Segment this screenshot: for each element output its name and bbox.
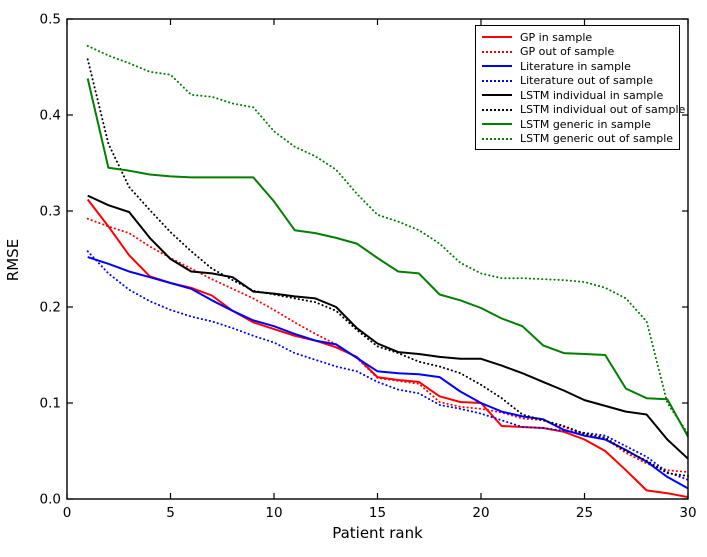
legend-item-literature-out-of-sample: Literature out of sample [482, 74, 673, 88]
y-tick-label: 0.0 [40, 492, 61, 508]
series-line-lstm-generic-in-sample [86, 78, 689, 438]
x-tick-label: 15 [369, 505, 386, 521]
x-tick-label: 0 [63, 505, 72, 521]
legend-item-gp-in-sample: GP in sample [482, 30, 673, 44]
legend-item-lstm-individual-out-of-sample: LSTM individual out of sample [482, 103, 685, 117]
legend-sample-line [482, 65, 512, 68]
series-line-literature-in-sample [87, 256, 689, 490]
legend-sample-line [482, 137, 512, 140]
y-tick-label: 0.2 [40, 300, 61, 316]
legend-label: Literature out of sample [520, 74, 653, 88]
y-tick-label: 0.1 [40, 396, 61, 412]
x-tick-label: 5 [166, 505, 175, 521]
series-line-lstm-generic-out-of-sample [86, 44, 689, 435]
legend-sample-line [482, 123, 512, 126]
legend: GP in sample GP out of sample Literature i… [475, 25, 685, 150]
series-line-lstm-individual-out-of-sample [86, 58, 689, 477]
legend-label: LSTM individual in sample [520, 88, 664, 102]
legend-sample-line [482, 36, 512, 39]
legend-item-lstm-generic-in-sample: LSTM generic in sample [482, 117, 673, 131]
legend-label: GP in sample [520, 30, 593, 44]
legend-sample-line [482, 94, 512, 97]
legend-item-literature-in-sample: Literature in sample [482, 59, 673, 73]
legend-item-lstm-generic-out-of-sample: LSTM generic out of sample [482, 132, 673, 146]
legend-sample-line [482, 108, 512, 111]
x-tick-label: 20 [472, 505, 489, 521]
series-line-lstm-individual-in-sample [87, 194, 689, 460]
y-axis-label: RMSE [4, 238, 22, 282]
y-tick-label: 0.5 [40, 12, 61, 28]
legend-sample-line [482, 50, 512, 53]
legend-label: Literature in sample [520, 59, 631, 73]
legend-label: GP out of sample [520, 45, 615, 59]
legend-label: LSTM generic in sample [520, 117, 651, 131]
x-tick-label: 30 [679, 505, 696, 521]
y-tick-label: 0.4 [40, 108, 61, 124]
legend-item-lstm-individual-in-sample: LSTM individual in sample [482, 88, 673, 102]
series-line-literature-out-of-sample [86, 250, 689, 481]
series-line-gp-out-of-sample [86, 217, 689, 474]
legend-item-gp-out-of-sample: GP out of sample [482, 45, 673, 59]
x-tick-label: 25 [576, 505, 593, 521]
x-axis-label: Patient rank [332, 524, 423, 542]
y-tick-label: 0.3 [40, 204, 61, 220]
legend-label: LSTM individual out of sample [520, 103, 686, 117]
x-tick-label: 10 [265, 505, 282, 521]
legend-label: LSTM generic out of sample [520, 132, 674, 146]
legend-sample-line [482, 79, 512, 82]
